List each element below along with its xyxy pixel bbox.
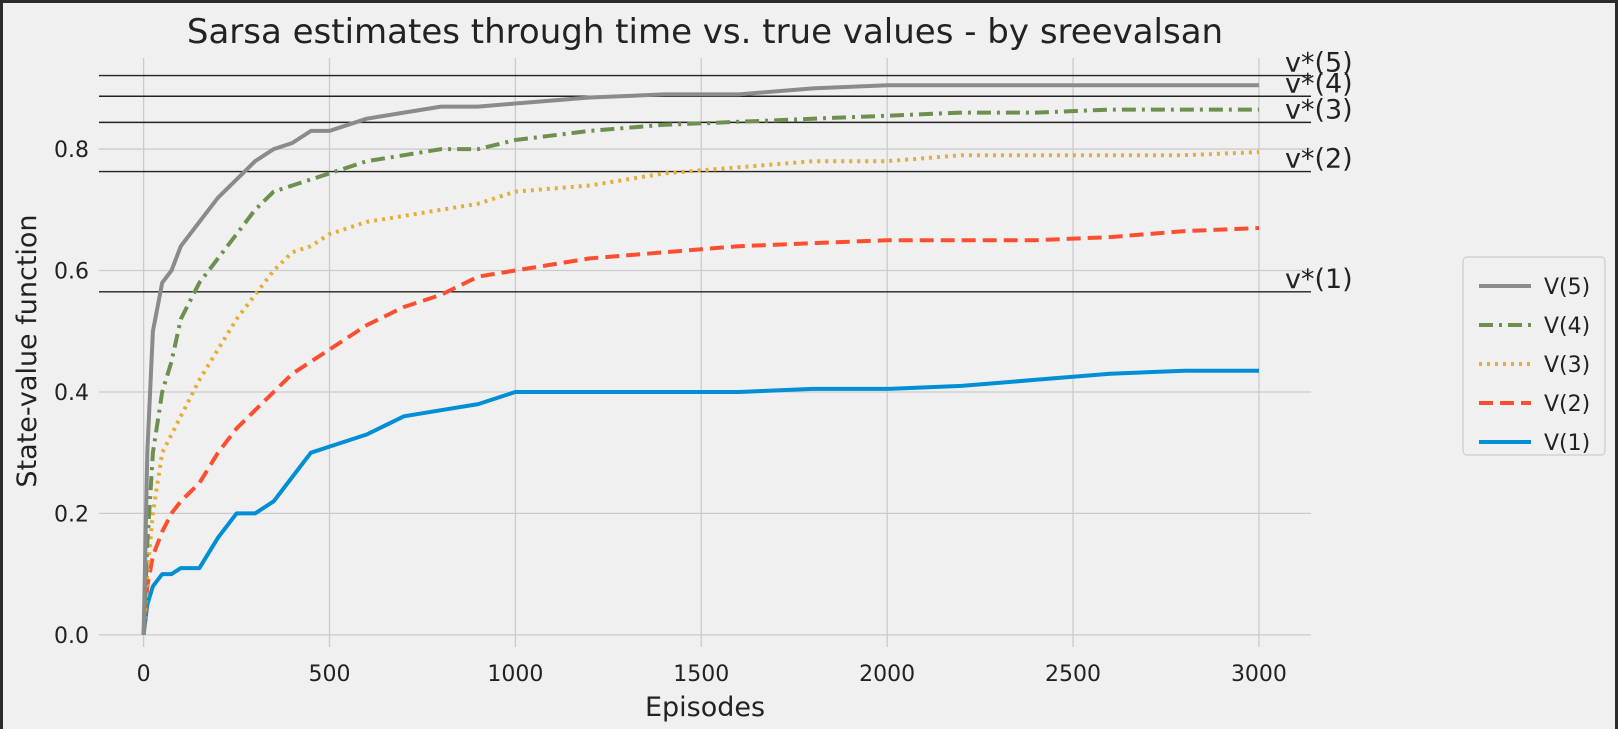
x-tick-label: 2000 <box>859 662 915 687</box>
chart: v*(5)v*(4)v*(3) v*(2) v*(1) 0 500 1000 1500 20… <box>12 12 1606 723</box>
x-tick-label: 1000 <box>487 662 543 687</box>
series-lines <box>141 83 1260 636</box>
series-line <box>141 83 1259 635</box>
true-value-label: v*(2) <box>1285 144 1353 175</box>
true-value-label: v*(3) <box>1285 94 1353 125</box>
x-tick-label: 500 <box>309 662 351 687</box>
y-tick-label: 0.2 <box>54 502 89 527</box>
series-line <box>141 107 1259 635</box>
x-tick-label: 3000 <box>1231 662 1287 687</box>
series-line <box>141 226 1260 636</box>
x-axis-label: Episodes <box>645 692 765 723</box>
legend-label: V(1) <box>1544 431 1590 456</box>
figure: v*(5) v*(4) v*(3) v*(2) v*(1) 0 500 1000 1500 20… <box>3 3 1615 729</box>
y-tick-label: 0.6 <box>54 260 89 285</box>
legend-label: V(4) <box>1544 314 1590 339</box>
x-tick-label: 1500 <box>673 662 729 687</box>
legend: V(5) V(4) V(3) V(2) V(1) <box>1462 256 1606 456</box>
y-tick-label: 0.4 <box>54 381 89 406</box>
legend-box <box>1462 256 1606 456</box>
x-tick-label: 2500 <box>1045 662 1101 687</box>
tick-labels: 0 500 1000 1500 2000 2500 3000 0.0 0.2 0.4 0.6 0.8 <box>54 138 1287 687</box>
true-value-label: v*(4) <box>1285 68 1353 99</box>
x-tick-label: 0 <box>137 662 151 687</box>
chart-title: Sarsa estimates through time vs. true va… <box>187 12 1223 52</box>
series-line <box>141 150 1260 636</box>
y-tick-label: 0.0 <box>54 624 89 649</box>
legend-label: V(2) <box>1544 392 1590 417</box>
true-value-label: v*(5) <box>1285 48 1353 79</box>
legend-label: V(3) <box>1544 353 1590 378</box>
legend-label: V(5) <box>1544 275 1590 300</box>
true-value-label: v*(1) <box>1285 264 1353 295</box>
series-line <box>141 368 1259 636</box>
y-axis-label: State-value function <box>12 214 43 487</box>
y-tick-label: 0.8 <box>54 138 89 163</box>
